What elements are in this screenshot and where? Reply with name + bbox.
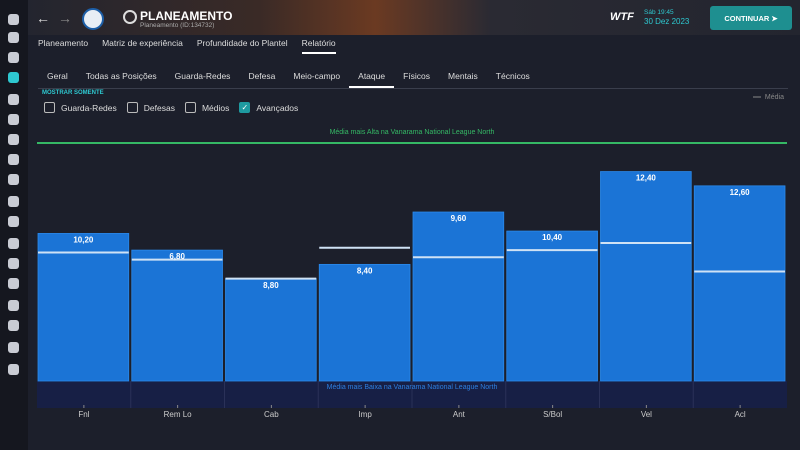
title: PLANEAMENTO <box>140 9 233 23</box>
icon[interactable] <box>8 114 19 125</box>
x-tick-label: Imp <box>358 410 372 419</box>
button-label[interactable]: CONTINUAR <box>724 13 770 23</box>
bar <box>693 185 786 382</box>
icon[interactable] <box>8 134 19 145</box>
bar <box>131 249 223 382</box>
tab[interactable]: Técnicos <box>495 71 530 81</box>
icon[interactable] <box>8 14 19 25</box>
nav-item[interactable]: Matriz de experiência <box>102 38 183 48</box>
checkbox[interactable]: ✓ <box>239 102 251 113</box>
back-button[interactable]: ← <box>36 10 50 26</box>
filter-option[interactable]: ✓ Avançados <box>239 102 298 113</box>
icon[interactable] <box>8 72 19 83</box>
tab[interactable]: Defesa <box>248 71 276 81</box>
x-tick-label: Fnl <box>78 410 89 419</box>
icon[interactable] <box>8 174 19 185</box>
option-label: Médios <box>201 102 230 113</box>
nav-item[interactable]: Profundidade do Plantel <box>196 38 288 48</box>
tab[interactable]: Meio-campo <box>293 71 341 81</box>
bar <box>318 263 411 382</box>
filter-option[interactable]: Médios <box>184 102 230 113</box>
icon[interactable] <box>8 216 19 227</box>
checkbox[interactable] <box>44 102 55 113</box>
nav-item[interactable]: Relatório <box>301 38 336 54</box>
icon[interactable] <box>8 300 19 311</box>
x-tick-label: Acl <box>735 410 746 419</box>
nav-bar: Planeamento Matriz de experiência Profundi… <box>38 38 336 54</box>
icon[interactable] <box>8 238 19 249</box>
value-label: 8,80 <box>263 281 279 290</box>
tab[interactable]: Mentais <box>448 71 478 81</box>
filter-option[interactable]: Defesas <box>126 102 175 113</box>
bottom-label: Média mais Baixa na Vanarama National Le… <box>327 384 498 391</box>
value-label: 12,60 <box>730 188 751 197</box>
x-tick-label: Rem Lo <box>164 410 193 419</box>
value-label: 6,80 <box>169 252 185 261</box>
x-tick-label: Vel <box>641 410 652 419</box>
legend-label: Média <box>765 94 784 101</box>
divider <box>38 88 788 89</box>
icon[interactable] <box>8 258 19 269</box>
icon[interactable] <box>8 52 19 63</box>
icon[interactable] <box>8 364 19 375</box>
tab[interactable]: Todas as Posições <box>85 71 157 81</box>
x-tick-label: Cab <box>264 410 279 419</box>
day-time: Sáb 19:45 <box>644 9 674 16</box>
icon[interactable] <box>8 196 19 207</box>
tab-bar: Geral Todas as Posições Guarda-Redes Defesa… <box>38 71 539 88</box>
sidebar <box>0 0 28 450</box>
continue-button[interactable]: CONTINUAR ➤ <box>710 6 792 30</box>
option-label: Guarda-Redes <box>61 102 117 113</box>
logo: WTF <box>610 11 634 23</box>
icon[interactable] <box>8 320 19 331</box>
icon[interactable] <box>8 32 19 43</box>
value-label: 10,20 <box>73 236 94 245</box>
bar <box>600 171 692 382</box>
checkbox[interactable] <box>126 102 138 113</box>
value-label: 10,40 <box>542 233 563 242</box>
bar <box>412 211 505 382</box>
header: ← → PLANEAMENTO Planeamento (ID:134732) … <box>28 0 800 35</box>
tab[interactable]: Físicos <box>403 71 431 81</box>
checkbox[interactable] <box>184 102 196 113</box>
search-icon[interactable] <box>123 10 137 24</box>
value-label: 8,40 <box>357 266 373 275</box>
value-label: 9,60 <box>451 214 467 223</box>
icon[interactable] <box>8 278 19 289</box>
bar <box>37 233 130 382</box>
tab[interactable]: Geral <box>47 71 68 81</box>
tab[interactable]: Guarda-Redes <box>174 71 231 81</box>
icon[interactable] <box>8 94 19 105</box>
icon[interactable] <box>8 342 19 353</box>
tab[interactable]: Ataque <box>349 71 395 88</box>
x-tick-label: Ant <box>453 410 466 419</box>
filter-label: MOSTRAR SOMENTE <box>42 90 104 96</box>
club-badge[interactable] <box>82 8 104 30</box>
forward-button[interactable]: → <box>58 10 72 26</box>
value-label: 12,40 <box>636 174 657 183</box>
subtitle: Planeamento (ID:134732) <box>140 22 215 29</box>
bottom-band <box>37 381 787 408</box>
top-label: Média mais Alta na Vanarama National Lea… <box>330 129 495 136</box>
icon[interactable] <box>8 154 19 165</box>
bar <box>506 230 598 382</box>
option-label: Defesas <box>143 102 175 113</box>
option-label: Avançados <box>256 102 299 113</box>
nav-item[interactable]: Planeamento <box>38 38 89 48</box>
filter-option[interactable]: Guarda-Redes <box>44 102 117 113</box>
date: 30 Dez 2023 <box>644 17 690 26</box>
filter-options: Guarda-Redes Defesas Médios ✓ Avançados <box>44 102 298 113</box>
x-tick-label: S/Bol <box>543 410 562 419</box>
bar <box>225 278 317 382</box>
